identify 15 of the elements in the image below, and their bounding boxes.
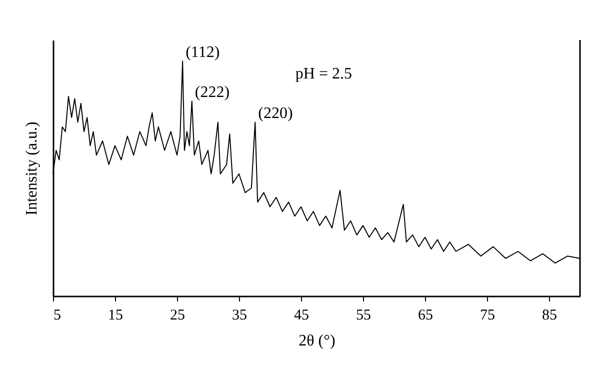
annotation: (220) bbox=[258, 105, 293, 122]
x-tick-label: 45 bbox=[294, 308, 309, 324]
x-tick-label: 65 bbox=[418, 308, 433, 324]
x-tick-label: 55 bbox=[356, 308, 371, 324]
y-axis-title: Intensity (a.u.) bbox=[24, 122, 40, 216]
x-tick-label: 25 bbox=[170, 308, 185, 324]
annotation: pH = 2.5 bbox=[295, 65, 352, 82]
x-tick-label: 35 bbox=[232, 308, 247, 324]
x-tick-label: 15 bbox=[108, 308, 123, 324]
annotation: (222) bbox=[194, 84, 230, 102]
x-axis-title: 2θ (°) bbox=[298, 332, 336, 350]
x-tick-label: 85 bbox=[542, 308, 557, 324]
annotation: (112) bbox=[186, 44, 220, 62]
x-tick-label: 5 bbox=[54, 308, 61, 324]
x-tick-label: 75 bbox=[480, 308, 495, 324]
